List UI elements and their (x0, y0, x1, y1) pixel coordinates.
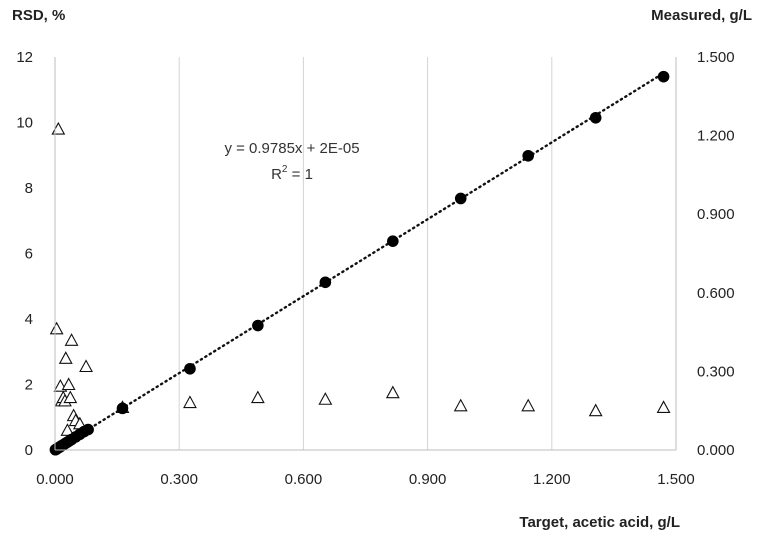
right-tick-label: 0.900 (697, 206, 735, 223)
rsd-point (63, 390, 78, 404)
measured-point (116, 402, 129, 415)
right-tick-label: 0.000 (697, 442, 735, 459)
rsd-point (64, 333, 79, 346)
rsd-point (588, 403, 603, 417)
right-tick-label: 1.200 (697, 128, 735, 145)
rsd-point (79, 359, 93, 373)
x-axis-title: Target, acetic acid, g/L (519, 514, 680, 531)
measured-point (82, 423, 94, 436)
rsd-point (250, 390, 265, 404)
left-tick-label: 4 (25, 311, 33, 328)
left-tick-label: 2 (25, 377, 33, 394)
left-tick-label: 0 (25, 442, 33, 459)
rsd-point (656, 400, 671, 413)
left-tick-label: 12 (16, 49, 33, 66)
x-tick-label: 1.200 (533, 471, 571, 488)
rsd-point (521, 398, 536, 412)
measured-point (657, 70, 670, 83)
trendline-layer (53, 71, 665, 452)
left-axis-title: RSD, % (12, 7, 65, 24)
x-tick-label: 0.300 (160, 471, 198, 488)
rsd-series (49, 121, 671, 436)
right-axis-title: Measured, g/L (651, 7, 752, 24)
right-tick-label: 1.500 (697, 49, 735, 66)
measured-point (184, 362, 196, 375)
rsd-point (60, 423, 75, 436)
x-tick-label: 0.900 (409, 471, 447, 488)
x-tick-label: 1.500 (657, 471, 695, 488)
rsd-point (183, 395, 197, 409)
measured-point (387, 235, 399, 247)
trendline-r-squared: R2 = 1 (271, 164, 313, 183)
left-tick-label: 8 (25, 180, 33, 197)
measured-point (454, 192, 467, 205)
x-tick-label: 0.000 (36, 471, 74, 488)
rsd-point (385, 385, 400, 399)
trendline-equation: y = 0.9785x + 2E-05 (224, 140, 359, 157)
measured-point (319, 276, 332, 289)
measured-series (49, 70, 670, 456)
rsd-point (58, 351, 73, 364)
rsd-point (49, 321, 64, 335)
right-tick-label: 0.600 (697, 285, 735, 302)
left-tick-label: 10 (16, 115, 33, 132)
axes: 0.000 0.300 0.600 0.900 1.200 1.500 0 2 4 6 8 10 12 0… (16, 49, 734, 488)
right-tick-label: 0.300 (697, 363, 735, 380)
measured-point (252, 319, 264, 332)
rsd-point (61, 377, 76, 391)
rsd-point (453, 398, 468, 412)
measured-point (589, 111, 602, 124)
trendline (53, 71, 665, 452)
x-tick-label: 0.600 (285, 471, 323, 488)
rsd-point (318, 392, 333, 405)
measured-point (522, 149, 535, 162)
left-tick-label: 6 (25, 246, 33, 263)
